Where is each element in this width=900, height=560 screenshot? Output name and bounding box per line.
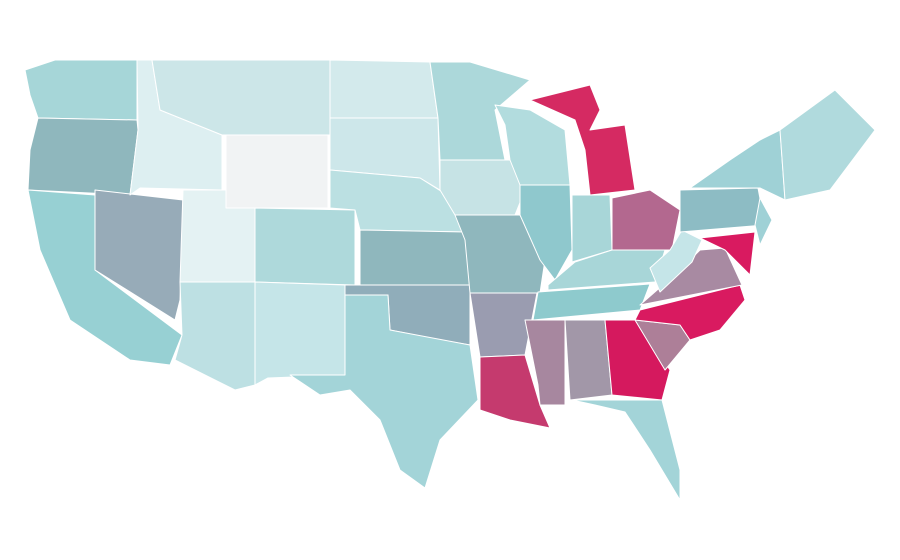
state-region xyxy=(564,319,613,401)
state-region xyxy=(754,197,773,246)
state-region xyxy=(634,284,746,341)
state-region xyxy=(524,319,566,406)
state-region xyxy=(329,59,439,119)
state-region xyxy=(27,117,139,196)
state-region xyxy=(779,89,876,201)
state-region xyxy=(649,229,703,293)
state-region xyxy=(604,319,671,401)
state-region xyxy=(611,189,681,251)
state-region xyxy=(679,187,766,233)
state-region xyxy=(571,399,681,501)
state-region xyxy=(479,354,551,429)
state-region xyxy=(24,59,138,121)
state-region xyxy=(547,249,666,291)
state-region xyxy=(529,84,636,196)
state-region xyxy=(254,281,346,386)
state-region xyxy=(254,207,356,286)
state-region xyxy=(289,294,479,489)
state-region xyxy=(174,281,256,391)
state-region xyxy=(359,229,471,286)
state-region xyxy=(225,134,329,209)
state-region xyxy=(94,189,184,321)
state-regions xyxy=(24,59,876,501)
state-region xyxy=(429,61,531,161)
state-region xyxy=(439,159,526,216)
state-region xyxy=(699,231,756,276)
